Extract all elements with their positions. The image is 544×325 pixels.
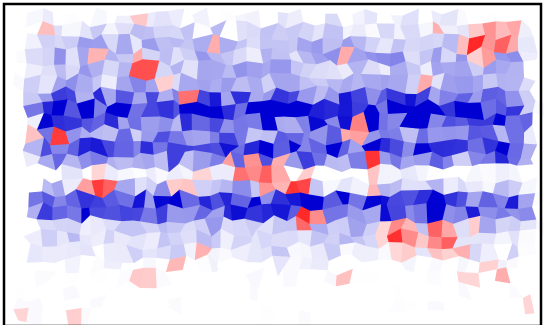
cell <box>455 101 469 118</box>
cell <box>54 26 62 37</box>
tessellation-figure <box>0 0 544 325</box>
cell <box>248 93 264 103</box>
cell <box>236 21 247 42</box>
cell <box>132 92 148 104</box>
cell <box>309 178 324 197</box>
cell <box>121 263 134 270</box>
cell <box>210 132 219 144</box>
cell <box>428 284 444 303</box>
cell <box>289 74 300 93</box>
cell <box>427 301 445 311</box>
cell <box>270 60 292 74</box>
cell <box>29 177 44 193</box>
cell <box>53 206 68 221</box>
cell-layer <box>10 8 544 325</box>
cell <box>210 93 222 108</box>
cell <box>250 181 260 198</box>
cell <box>231 299 250 313</box>
cell <box>348 151 368 169</box>
cell <box>465 181 483 193</box>
cell <box>143 249 158 259</box>
cell <box>219 180 233 194</box>
cell <box>42 247 57 264</box>
cell <box>116 90 134 105</box>
cell <box>380 138 391 153</box>
cell <box>41 229 57 247</box>
cell <box>245 102 262 115</box>
cell <box>14 193 29 209</box>
cell <box>350 25 367 38</box>
cell <box>43 48 55 67</box>
cell <box>50 144 69 154</box>
cell <box>428 237 442 250</box>
cell <box>232 283 251 300</box>
cell <box>247 62 264 79</box>
cell <box>456 126 470 141</box>
cell <box>224 301 231 313</box>
cell <box>143 258 156 268</box>
cell <box>66 308 82 325</box>
cell <box>154 307 169 325</box>
cell <box>141 117 161 133</box>
cell <box>27 307 43 325</box>
cell <box>140 141 154 155</box>
cell <box>197 60 212 82</box>
cell <box>12 177 32 194</box>
page: (() => { JSON.parse(document.getElementB… <box>0 0 544 325</box>
cell <box>180 114 192 132</box>
cell <box>114 142 134 158</box>
cell <box>414 204 428 224</box>
cell <box>427 310 446 325</box>
cell <box>309 195 324 212</box>
cell <box>379 113 388 131</box>
cell <box>54 48 66 65</box>
